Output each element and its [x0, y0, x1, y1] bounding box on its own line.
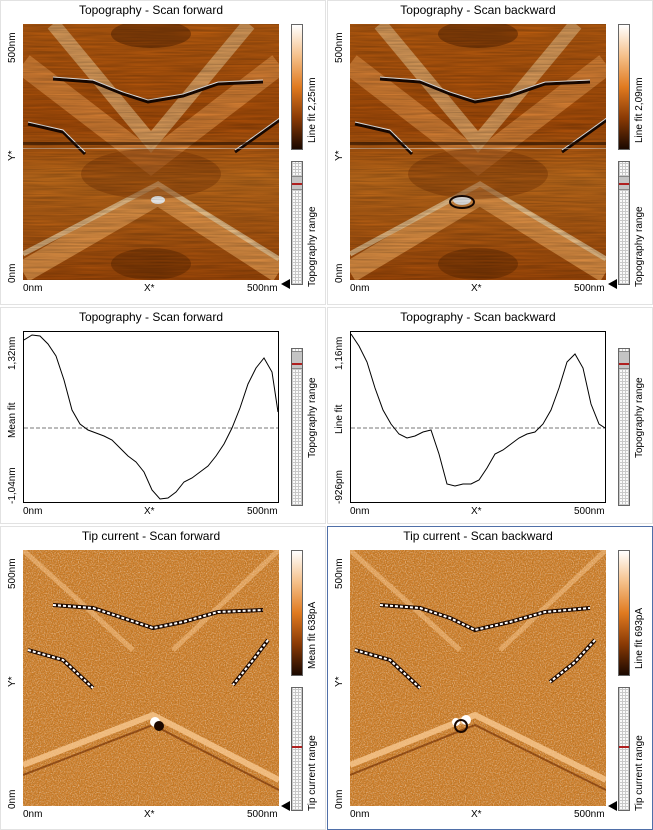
y-axis-label: Line fit: [334, 404, 345, 434]
y-axis-label: Y*: [7, 676, 18, 687]
y-axis-label: Y*: [334, 150, 345, 161]
panel-topography-backward-image[interactable]: Topography - Scan backward 500nm Y* 0nm …: [327, 0, 653, 305]
range-marker: [292, 363, 302, 365]
y-axis-label: Y*: [334, 676, 345, 687]
panel-topography-backward-profile[interactable]: Topography - Scan backward 1,16nm Line f…: [327, 307, 653, 524]
y-axis-max-label: 500nm: [334, 32, 345, 63]
range-marker: [292, 183, 302, 185]
range-label: Tip current range: [634, 735, 645, 811]
panel-title: Topography - Scan backward: [400, 3, 556, 17]
range-marker: [619, 746, 629, 748]
y-axis-label: Mean fit: [7, 402, 18, 438]
panel-tip-current-forward-image[interactable]: Tip current - Scan forward 500nm Y* 0nm …: [0, 526, 326, 830]
scan-position-arrow-icon[interactable]: [608, 279, 617, 289]
range-label: Topography range: [634, 206, 645, 287]
range-label: Topography range: [307, 377, 318, 458]
range-label: Topography range: [634, 377, 645, 458]
y-axis-max-label: 500nm: [7, 558, 18, 589]
panel-title: Tip current - Scan backward: [403, 529, 553, 543]
x-axis-label: X*: [144, 506, 155, 517]
profile-line: [23, 334, 279, 500]
range-marker: [292, 746, 302, 748]
range-marker: [619, 183, 629, 185]
y-axis-min-label: 0nm: [7, 789, 18, 809]
x-axis-min-label: 0nm: [23, 809, 43, 820]
range-slider[interactable]: [291, 161, 303, 285]
x-axis-min-label: 0nm: [350, 283, 370, 294]
range-slider[interactable]: [291, 348, 303, 506]
x-axis-max-label: 500nm: [574, 809, 605, 820]
x-axis-min-label: 0nm: [23, 506, 43, 517]
panel-topography-forward-image[interactable]: Topography - Scan forward 500nm Y* 0nm 0…: [0, 0, 326, 305]
x-axis-max-label: 500nm: [247, 809, 278, 820]
panel-tip-current-backward-image[interactable]: Tip current - Scan backward 500nm Y* 0nm…: [327, 526, 653, 830]
y-axis-label: Y*: [7, 150, 18, 161]
x-axis-label: X*: [471, 283, 482, 294]
range-slider[interactable]: [291, 687, 303, 811]
range-slider[interactable]: [618, 687, 630, 811]
range-selection[interactable]: [619, 351, 629, 369]
y-axis-min-label: -1,04nm: [7, 467, 18, 504]
colorbar: [618, 24, 630, 150]
colorbar-label: Line fit 693pA: [634, 607, 645, 669]
y-axis-min-label: 0nm: [7, 263, 18, 283]
x-axis-min-label: 0nm: [23, 283, 43, 294]
panel-title: Topography - Scan backward: [400, 310, 556, 324]
colorbar-label: Mean fit 638pA: [307, 601, 318, 669]
y-axis-max-label: 500nm: [7, 32, 18, 63]
colorbar-label: Line fit 2,09nm: [634, 77, 645, 143]
x-axis-max-label: 500nm: [247, 283, 278, 294]
topography-backward-image[interactable]: [350, 24, 606, 280]
x-axis-label: X*: [144, 283, 155, 294]
y-axis-max-label: 1,16nm: [334, 336, 345, 370]
range-label: Topography range: [307, 206, 318, 287]
colorbar: [291, 24, 303, 150]
topography-forward-profile-plot[interactable]: [23, 331, 279, 503]
y-axis-min-label: 0nm: [334, 263, 345, 283]
x-axis-max-label: 500nm: [247, 506, 278, 517]
colorbar-label: Line fit 2,25nm: [307, 77, 318, 143]
x-axis-max-label: 500nm: [574, 283, 605, 294]
scan-position-arrow-icon[interactable]: [281, 279, 290, 289]
panel-title: Topography - Scan forward: [78, 3, 224, 17]
x-axis-label: X*: [471, 809, 482, 820]
scan-position-arrow-icon[interactable]: [608, 801, 617, 811]
tip-current-backward-image[interactable]: [350, 550, 606, 806]
panel-topography-forward-profile[interactable]: Topography - Scan forward 1,32nm Mean fi…: [0, 307, 326, 524]
y-axis-max-label: 1,32nm: [7, 336, 18, 370]
topography-backward-profile-plot[interactable]: [350, 331, 606, 503]
colorbar: [291, 550, 303, 676]
x-axis-min-label: 0nm: [350, 809, 370, 820]
range-selection[interactable]: [292, 351, 302, 369]
x-axis-min-label: 0nm: [350, 506, 370, 517]
profile-line: [350, 333, 606, 487]
range-marker: [619, 363, 629, 365]
range-slider[interactable]: [618, 161, 630, 285]
x-axis-label: X*: [471, 506, 482, 517]
y-axis-min-label: 0nm: [334, 789, 345, 809]
scan-position-arrow-icon[interactable]: [281, 801, 290, 811]
x-axis-label: X*: [144, 809, 155, 820]
x-axis-max-label: 500nm: [574, 506, 605, 517]
tip-current-forward-image[interactable]: [23, 550, 279, 806]
topography-forward-image[interactable]: [23, 24, 279, 280]
range-slider[interactable]: [618, 348, 630, 506]
panel-title: Topography - Scan forward: [78, 310, 224, 324]
colorbar: [618, 550, 630, 676]
y-axis-max-label: 500nm: [334, 558, 345, 589]
y-axis-min-label: -926pm: [334, 470, 345, 504]
range-label: Tip current range: [307, 735, 318, 811]
panel-title: Tip current - Scan forward: [81, 529, 221, 543]
